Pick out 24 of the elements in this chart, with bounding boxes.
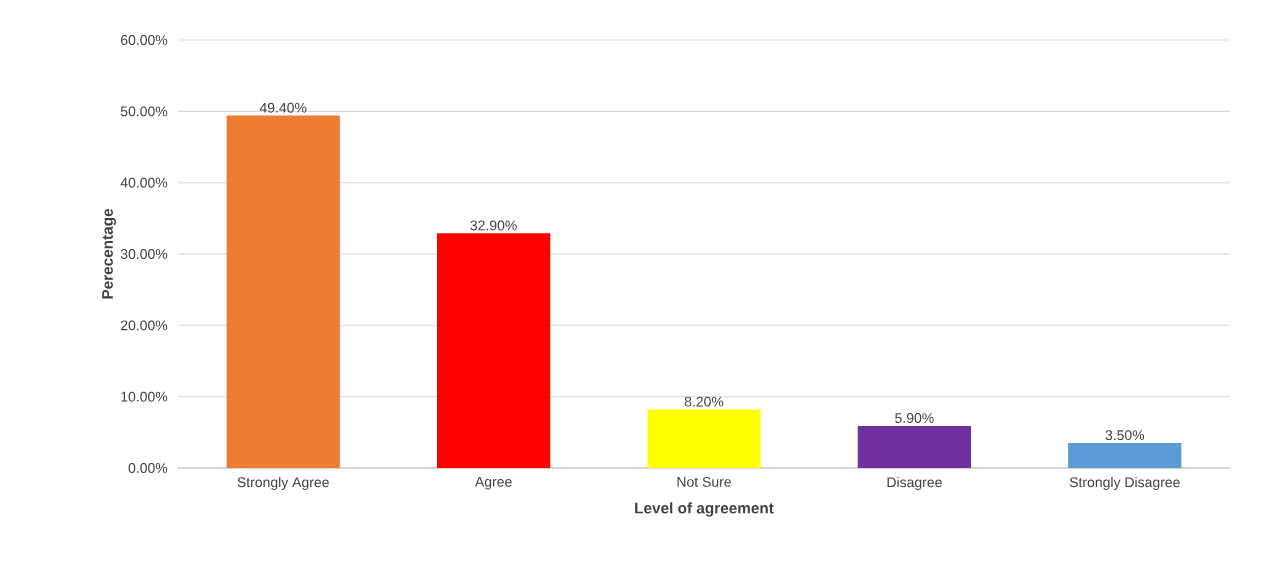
y-axis-title: Perecentage — [102, 208, 116, 299]
data-label: 3.50% — [1105, 430, 1145, 441]
bar — [436, 233, 551, 468]
data-label: 49.40% — [259, 102, 307, 113]
x-tick-label: Strongly Agree — [237, 476, 329, 490]
y-tick-label: 50.00% — [120, 106, 168, 117]
data-label: 32.90% — [470, 220, 517, 231]
x-tick-label: Disagree — [887, 476, 942, 490]
bar — [226, 115, 340, 468]
data-label: 5.90% — [895, 413, 934, 423]
y-tick-label: 20.00% — [120, 320, 168, 331]
x-tick-label: Agree — [474, 476, 512, 490]
x-tick-label: Not Sure — [677, 476, 731, 487]
x-axis-title: Level of agreement — [635, 502, 774, 517]
y-tick-label: 60.00% — [120, 35, 168, 45]
bar — [1068, 443, 1182, 468]
y-tick-label: 30.00% — [120, 249, 168, 259]
x-tick-label: Strongly Disagree — [1069, 476, 1180, 490]
data-label: 8.20% — [684, 396, 724, 407]
y-tick-label: 10.00% — [121, 391, 168, 402]
bar — [857, 425, 972, 468]
bar — [647, 409, 761, 468]
y-tick-label: 40.00% — [120, 177, 168, 188]
y-tick-label: 0.00% — [128, 463, 168, 473]
